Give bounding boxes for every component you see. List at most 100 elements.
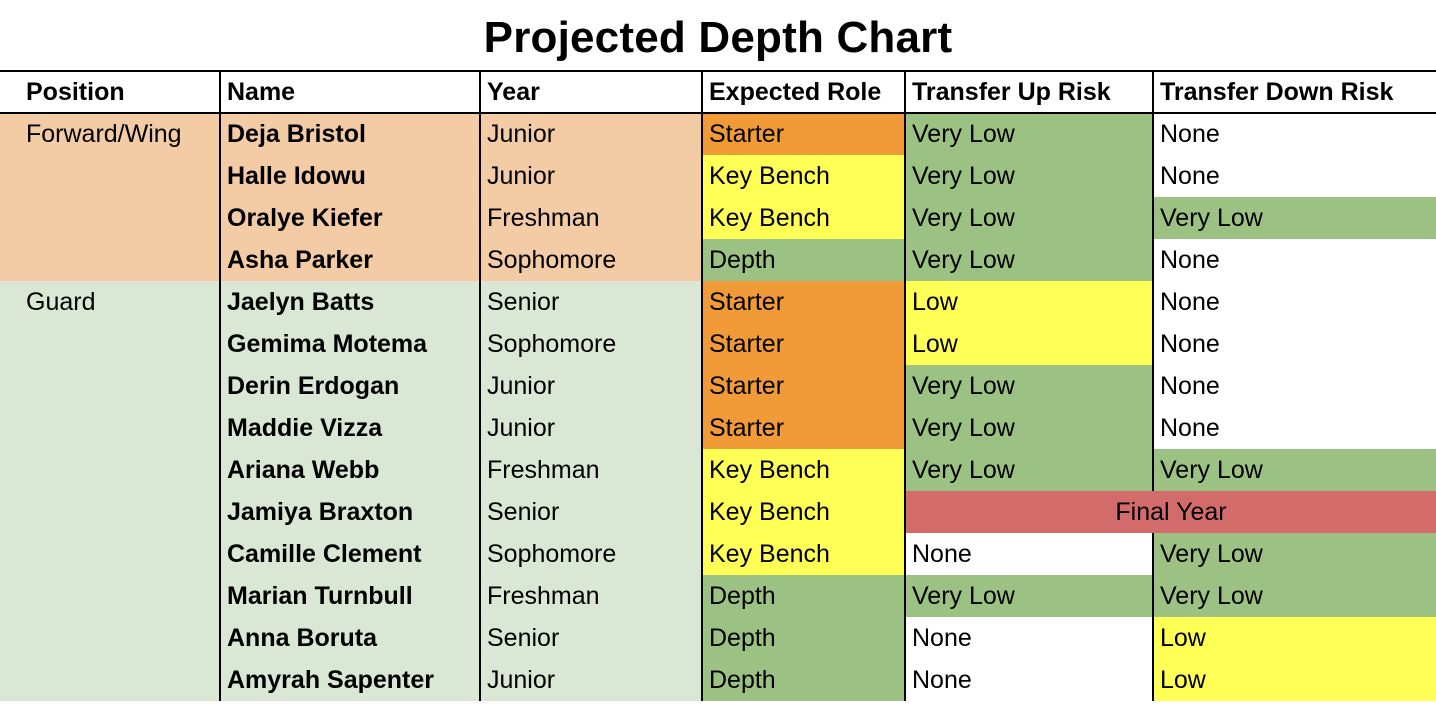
transfer-up-risk-cell: Very Low (904, 113, 1153, 155)
header-expected-role: Expected Role (701, 70, 905, 114)
position-cell (0, 365, 220, 407)
name-cell: Ariana Webb (219, 449, 480, 491)
name-cell: Jamiya Braxton (219, 491, 480, 533)
year-cell: Junior (479, 113, 702, 155)
transfer-up-risk-cell: Low (904, 281, 1153, 323)
transfer-down-risk-cell: Low (1152, 617, 1436, 659)
name-cell: Asha Parker (219, 239, 480, 281)
expected-role-cell: Key Bench (701, 155, 905, 197)
position-cell: Forward/Wing (0, 113, 220, 155)
name-cell: Halle Idowu (219, 155, 480, 197)
table-row: Jamiya Braxton Senior Key Bench Final Year (0, 491, 1436, 533)
year-cell: Junior (479, 407, 702, 449)
table-row: Maddie Vizza Junior Starter Very Low None (0, 407, 1436, 449)
position-cell (0, 323, 220, 365)
transfer-down-risk-cell: None (1152, 155, 1436, 197)
table-row: Derin Erdogan Junior Starter Very Low None (0, 365, 1436, 407)
expected-role-cell: Depth (701, 575, 905, 617)
name-cell: Amyrah Sapenter (219, 659, 480, 701)
transfer-down-risk-cell: None (1152, 113, 1436, 155)
name-cell: Maddie Vizza (219, 407, 480, 449)
table-row: Camille Clement Sophomore Key Bench None Ver… (0, 533, 1436, 575)
transfer-down-risk-cell: None (1152, 365, 1436, 407)
expected-role-cell: Starter (701, 365, 905, 407)
transfer-up-risk-cell: Very Low (904, 449, 1153, 491)
transfer-down-risk-cell: None (1152, 323, 1436, 365)
table-row: Guard Jaelyn Batts Senior Starter Low None (0, 281, 1436, 323)
position-cell (0, 197, 220, 239)
name-cell: Jaelyn Batts (219, 281, 480, 323)
transfer-down-risk-cell: Very Low (1152, 533, 1436, 575)
name-cell: Marian Turnbull (219, 575, 480, 617)
position-cell: Guard (0, 281, 220, 323)
transfer-up-risk-cell: Low (904, 323, 1153, 365)
header-transfer-down-risk: Transfer Down Risk (1152, 70, 1436, 114)
transfer-down-risk-cell: Very Low (1152, 575, 1436, 617)
position-cell (0, 575, 220, 617)
transfer-down-risk-cell: None (1152, 407, 1436, 449)
year-cell: Freshman (479, 575, 702, 617)
year-cell: Freshman (479, 197, 702, 239)
name-cell: Gemima Motema (219, 323, 480, 365)
year-cell: Sophomore (479, 239, 702, 281)
header-row: Position Name Year Expected Role Transfe… (0, 70, 1436, 114)
year-cell: Senior (479, 281, 702, 323)
expected-role-cell: Depth (701, 659, 905, 701)
name-cell: Anna Boruta (219, 617, 480, 659)
name-cell: Oralye Kiefer (219, 197, 480, 239)
year-cell: Senior (479, 617, 702, 659)
year-cell: Sophomore (479, 323, 702, 365)
name-cell: Deja Bristol (219, 113, 480, 155)
table-row: Halle Idowu Junior Key Bench Very Low None (0, 155, 1436, 197)
year-cell: Freshman (479, 449, 702, 491)
position-cell (0, 659, 220, 701)
transfer-up-risk-cell: Very Low (904, 407, 1153, 449)
name-cell: Derin Erdogan (219, 365, 480, 407)
table-row: Marian Turnbull Freshman Depth Very Low Very… (0, 575, 1436, 617)
position-cell (0, 533, 220, 575)
position-cell (0, 617, 220, 659)
position-cell (0, 155, 220, 197)
year-cell: Junior (479, 659, 702, 701)
year-cell: Senior (479, 491, 702, 533)
transfer-down-risk-cell: None (1152, 239, 1436, 281)
expected-role-cell: Key Bench (701, 449, 905, 491)
transfer-up-risk-cell: None (904, 617, 1153, 659)
table-row: Gemima Motema Sophomore Starter Low None (0, 323, 1436, 365)
expected-role-cell: Key Bench (701, 197, 905, 239)
transfer-up-risk-cell: Very Low (904, 239, 1153, 281)
expected-role-cell: Starter (701, 113, 905, 155)
final-year-cell: Final Year (904, 491, 1436, 533)
expected-role-cell: Starter (701, 407, 905, 449)
table-row: Amyrah Sapenter Junior Depth None Low (0, 659, 1436, 701)
page-title: Projected Depth Chart (483, 13, 953, 62)
transfer-down-risk-cell: None (1152, 281, 1436, 323)
position-cell (0, 449, 220, 491)
transfer-up-risk-cell: Very Low (904, 575, 1153, 617)
header-transfer-up-risk: Transfer Up Risk (904, 70, 1153, 114)
header-name: Name (219, 70, 480, 114)
depth-chart-table: Position Name Year Expected Role Transfe… (0, 70, 1436, 701)
position-cell (0, 407, 220, 449)
expected-role-cell: Key Bench (701, 533, 905, 575)
header-year: Year (479, 70, 702, 114)
transfer-down-risk-cell: Low (1152, 659, 1436, 701)
transfer-up-risk-cell: Very Low (904, 197, 1153, 239)
position-cell (0, 491, 220, 533)
expected-role-cell: Depth (701, 617, 905, 659)
transfer-up-risk-cell: None (904, 533, 1153, 575)
name-cell: Camille Clement (219, 533, 480, 575)
table-row: Asha Parker Sophomore Depth Very Low None (0, 239, 1436, 281)
transfer-up-risk-cell: Very Low (904, 155, 1153, 197)
table-row: Anna Boruta Senior Depth None Low (0, 617, 1436, 659)
year-cell: Junior (479, 365, 702, 407)
year-cell: Sophomore (479, 533, 702, 575)
transfer-down-risk-cell: Very Low (1152, 449, 1436, 491)
table-body: Forward/Wing Deja Bristol Junior Starter Ver… (0, 113, 1436, 701)
table-row: Oralye Kiefer Freshman Key Bench Very Low Ve… (0, 197, 1436, 239)
transfer-up-risk-cell: Very Low (904, 365, 1153, 407)
table-row: Forward/Wing Deja Bristol Junior Starter Ver… (0, 113, 1436, 155)
expected-role-cell: Starter (701, 323, 905, 365)
expected-role-cell: Starter (701, 281, 905, 323)
header-position: Position (0, 70, 220, 114)
